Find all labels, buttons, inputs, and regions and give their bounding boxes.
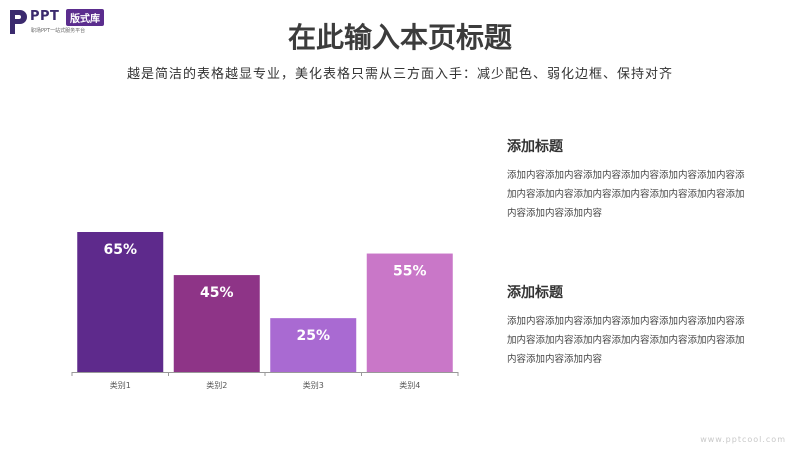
block-title-2: 添加标题 xyxy=(507,285,563,301)
logo-tagline: 职场PPT一站式服务平台 xyxy=(31,28,86,34)
data-label-4: 55% xyxy=(393,264,427,280)
block-text-1: 添加内容添加内容添加内容添加内容添加内容添加内容添加内容添加内容添加内容添加内容… xyxy=(507,170,745,219)
bar-1 xyxy=(77,232,164,372)
block-title-1: 添加标题 xyxy=(507,139,563,155)
category-label-3: 类别3 xyxy=(303,380,324,390)
page-subtitle: 越是简洁的表格越显专业，美化表格只需从三方面入手：减少配色、弱化边框、保持对齐 xyxy=(126,67,673,82)
category-label-1: 类别1 xyxy=(110,380,131,390)
page-title: 在此输入本页标题 xyxy=(287,21,512,54)
data-label-3: 25% xyxy=(296,328,330,344)
watermark: www.pptcool.com xyxy=(700,435,786,444)
bar-3 xyxy=(270,318,357,372)
logo: PPT 版式库 职场PPT一站式服务平台 xyxy=(8,8,158,36)
logo-p-icon xyxy=(10,10,27,34)
category-label-2: 类别2 xyxy=(206,380,227,390)
data-label-1: 65% xyxy=(103,242,137,258)
data-label-2: 45% xyxy=(200,285,234,301)
bar-chart: 65% 类别1 45% 类别2 25% 类别3 55% 类别4 xyxy=(71,232,459,390)
logo-brand: PPT xyxy=(30,9,60,24)
block-text-2: 添加内容添加内容添加内容添加内容添加内容添加内容添加内容添加内容添加内容添加内容… xyxy=(507,316,745,365)
category-label-4: 类别4 xyxy=(399,380,420,390)
logo-badge: 版式库 xyxy=(66,9,104,26)
bar-2 xyxy=(173,275,260,372)
text-block-1: 添加标题 添加内容添加内容添加内容添加内容添加内容添加内容添加内容添加内容添加内… xyxy=(507,136,747,223)
text-block-2: 添加标题 添加内容添加内容添加内容添加内容添加内容添加内容添加内容添加内容添加内… xyxy=(507,282,747,369)
bar-4 xyxy=(366,253,453,372)
